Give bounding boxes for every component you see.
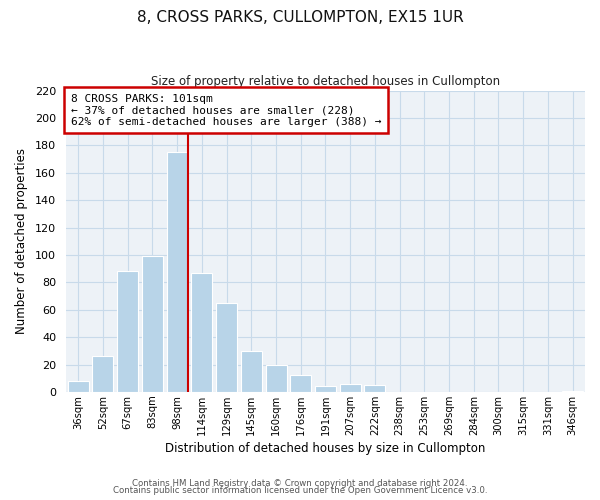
Bar xyxy=(241,351,262,392)
Bar xyxy=(290,376,311,392)
Text: 8, CROSS PARKS, CULLOMPTON, EX15 1UR: 8, CROSS PARKS, CULLOMPTON, EX15 1UR xyxy=(137,10,463,25)
Bar xyxy=(315,386,336,392)
Bar xyxy=(191,272,212,392)
Text: 8 CROSS PARKS: 101sqm
← 37% of detached houses are smaller (228)
62% of semi-det: 8 CROSS PARKS: 101sqm ← 37% of detached … xyxy=(71,94,382,127)
Bar xyxy=(216,303,237,392)
Bar xyxy=(142,256,163,392)
Bar xyxy=(167,152,188,392)
Bar xyxy=(562,390,583,392)
Bar xyxy=(117,272,138,392)
Text: Contains public sector information licensed under the Open Government Licence v3: Contains public sector information licen… xyxy=(113,486,487,495)
Y-axis label: Number of detached properties: Number of detached properties xyxy=(15,148,28,334)
Bar xyxy=(364,385,385,392)
Bar xyxy=(92,356,113,392)
Text: Contains HM Land Registry data © Crown copyright and database right 2024.: Contains HM Land Registry data © Crown c… xyxy=(132,478,468,488)
Bar xyxy=(266,364,287,392)
Bar xyxy=(68,381,89,392)
Bar xyxy=(340,384,361,392)
X-axis label: Distribution of detached houses by size in Cullompton: Distribution of detached houses by size … xyxy=(165,442,485,455)
Title: Size of property relative to detached houses in Cullompton: Size of property relative to detached ho… xyxy=(151,75,500,88)
